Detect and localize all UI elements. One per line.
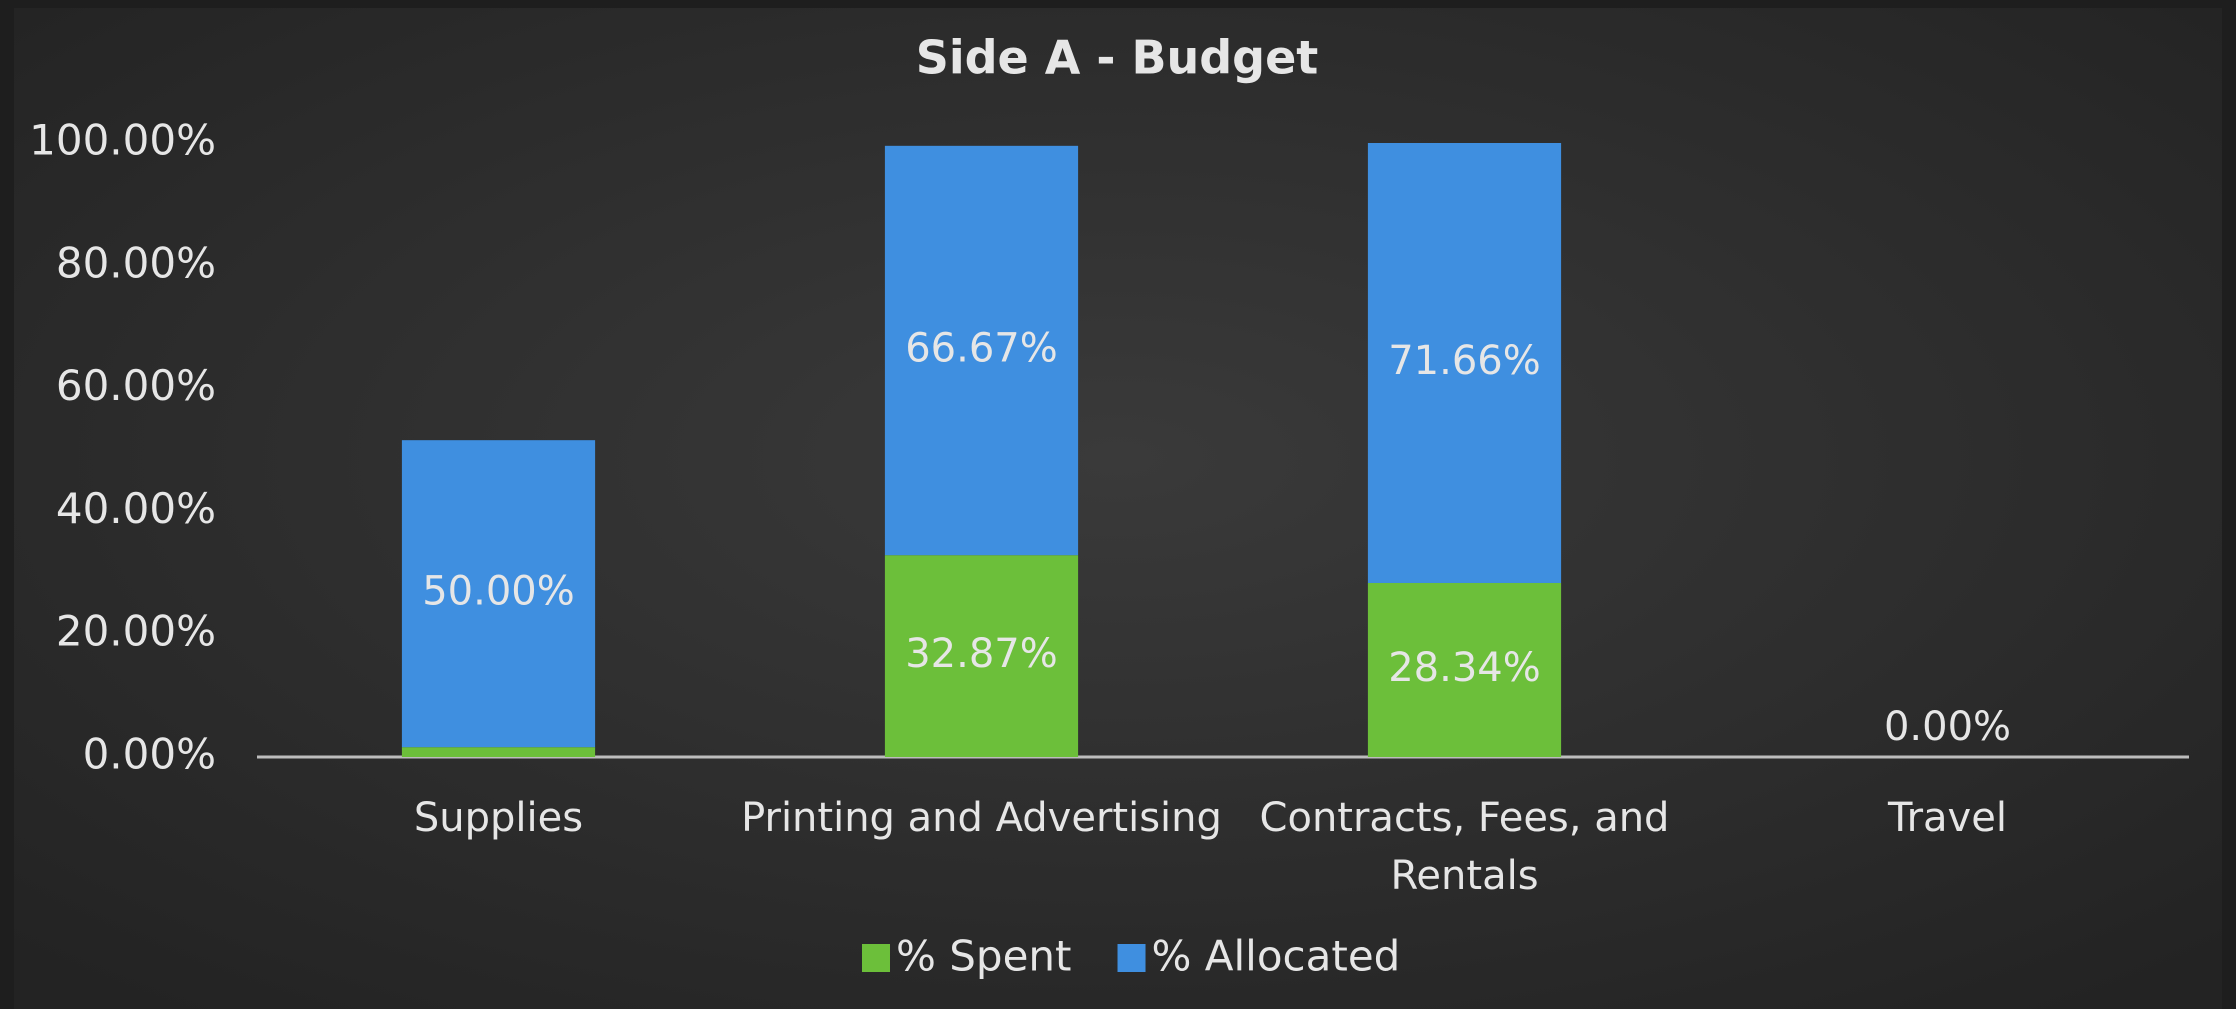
chart-background	[14, 8, 2222, 1009]
legend-label: % Allocated	[1152, 932, 1401, 981]
legend-label: % Spent	[896, 932, 1072, 981]
x-tick-label: Printing and Advertising	[741, 795, 1222, 841]
y-tick-label: 0.00%	[83, 730, 216, 779]
bar-segment	[1367, 143, 1562, 583]
y-tick-label: 80.00%	[56, 238, 216, 287]
data-label: 50.00%	[422, 569, 575, 615]
data-label: 0.00%	[1884, 704, 2011, 750]
data-label: 71.66%	[1388, 338, 1541, 384]
bar-segment	[1367, 582, 1562, 757]
data-label: 66.67%	[905, 326, 1058, 372]
x-tick-label: Travel	[1887, 795, 2007, 841]
data-label: 28.34%	[1388, 645, 1541, 691]
x-tick-label: Supplies	[414, 795, 583, 841]
y-tick-label: 60.00%	[56, 361, 216, 410]
y-tick-label: 20.00%	[56, 607, 216, 656]
data-label: 32.87%	[905, 631, 1058, 677]
bar-segment	[401, 747, 596, 757]
bar-segment	[884, 555, 1079, 757]
legend-swatch	[1117, 944, 1146, 972]
x-tick-label: Contracts, Fees, and Rentals	[1260, 795, 1670, 899]
bar-segment	[884, 145, 1079, 556]
y-tick-label: 100.00%	[29, 116, 216, 165]
legend-swatch	[862, 944, 890, 972]
y-tick-label: 40.00%	[56, 484, 216, 533]
bar-segment	[401, 440, 596, 748]
chart-title: Side A - Budget	[916, 31, 1319, 85]
